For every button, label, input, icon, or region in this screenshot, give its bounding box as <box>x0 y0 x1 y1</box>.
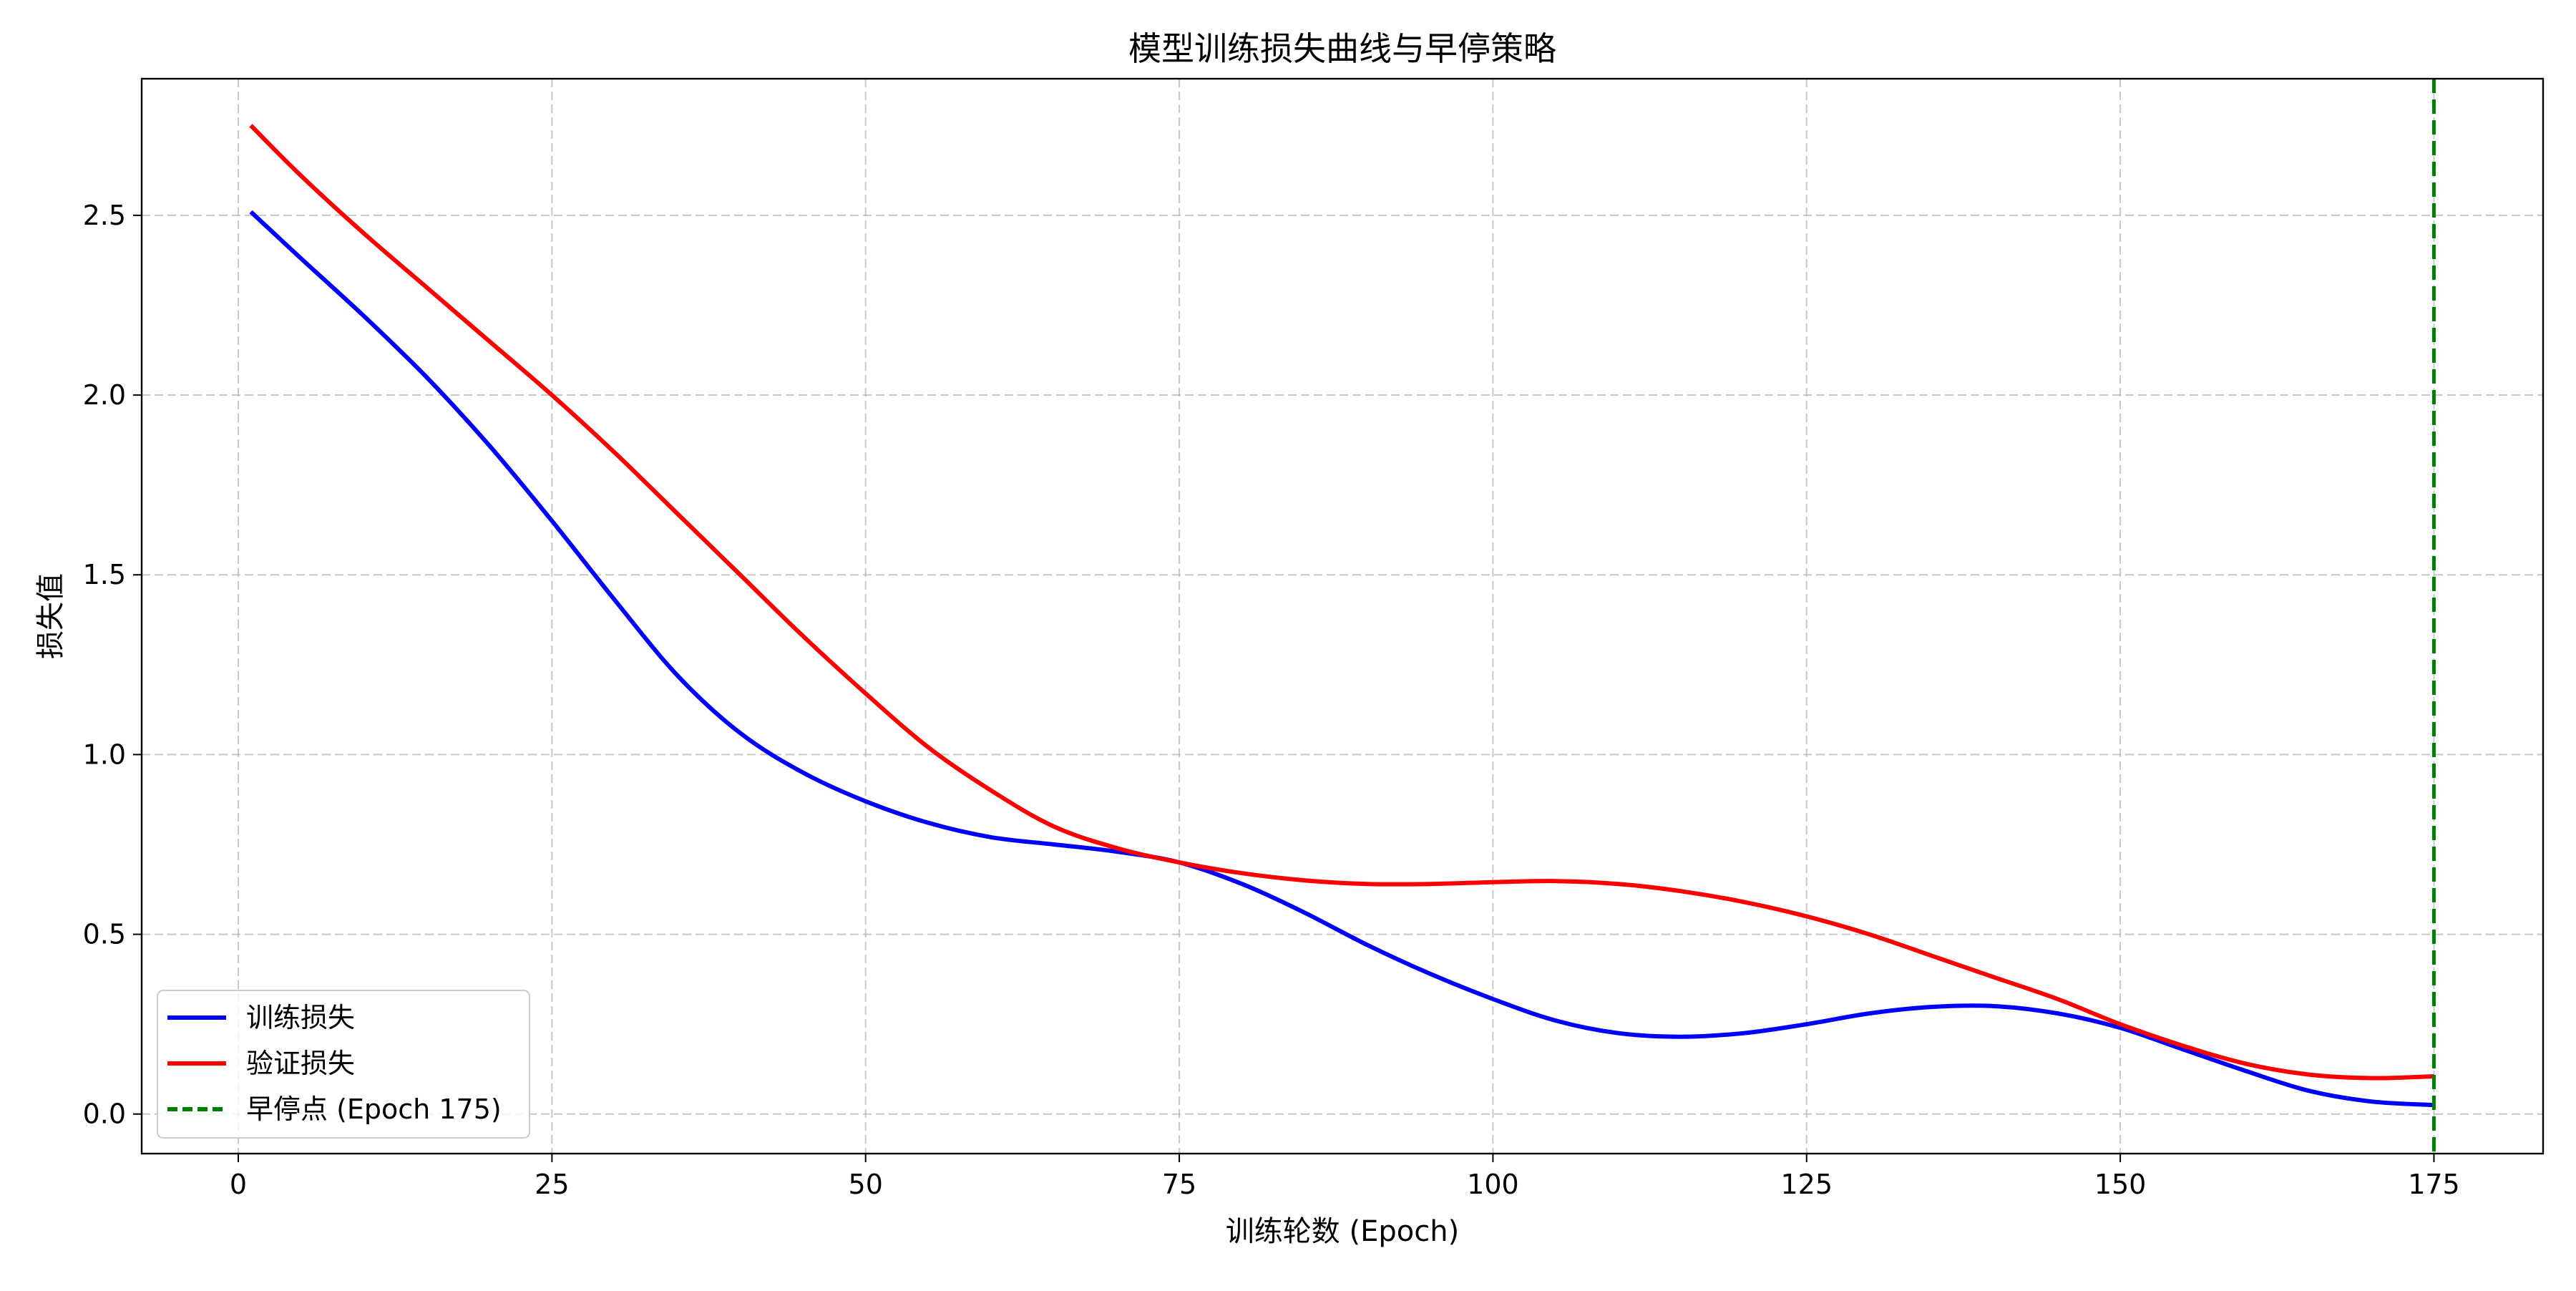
x-tick-label: 0 <box>230 1169 247 1200</box>
chart-title: 模型训练损失曲线与早停策略 <box>1128 29 1556 68</box>
x-axis-ticks: 0 25 50 75 100 125 150 175 <box>230 1154 2460 1200</box>
legend-label-val: 验证损失 <box>246 1048 355 1079</box>
y-tick-label: 1.0 <box>83 739 126 770</box>
legend-label-train: 训练损失 <box>246 1002 355 1033</box>
y-axis-label: 损失值 <box>34 573 67 659</box>
x-tick-label: 50 <box>849 1169 883 1200</box>
y-axis-ticks: 0.0 0.5 1.0 1.5 2.0 2.5 <box>83 200 142 1130</box>
x-tick-label: 125 <box>1780 1169 1833 1200</box>
x-tick-label: 100 <box>1467 1169 1519 1200</box>
plot-frame <box>140 77 2545 1155</box>
series-line-train <box>249 210 2434 1108</box>
y-tick-label: 0.5 <box>83 919 126 950</box>
y-tick-label: 1.5 <box>83 559 126 590</box>
x-tick-label: 75 <box>1162 1169 1196 1200</box>
x-axis-label: 训练轮数 (Epoch) <box>1226 1215 1459 1248</box>
x-tick-label: 150 <box>2094 1169 2147 1200</box>
legend-label-early-stop: 早停点 (Epoch 175) <box>246 1093 502 1125</box>
y-tick-label: 0.0 <box>83 1098 126 1130</box>
series-line-val <box>249 124 2434 1081</box>
legend-box <box>157 990 530 1139</box>
series-lines <box>249 79 2436 1154</box>
x-tick-label: 175 <box>2408 1169 2460 1200</box>
y-tick-label: 2.5 <box>83 200 126 231</box>
y-tick-label: 2.0 <box>83 379 126 411</box>
x-tick-label: 25 <box>535 1169 569 1200</box>
